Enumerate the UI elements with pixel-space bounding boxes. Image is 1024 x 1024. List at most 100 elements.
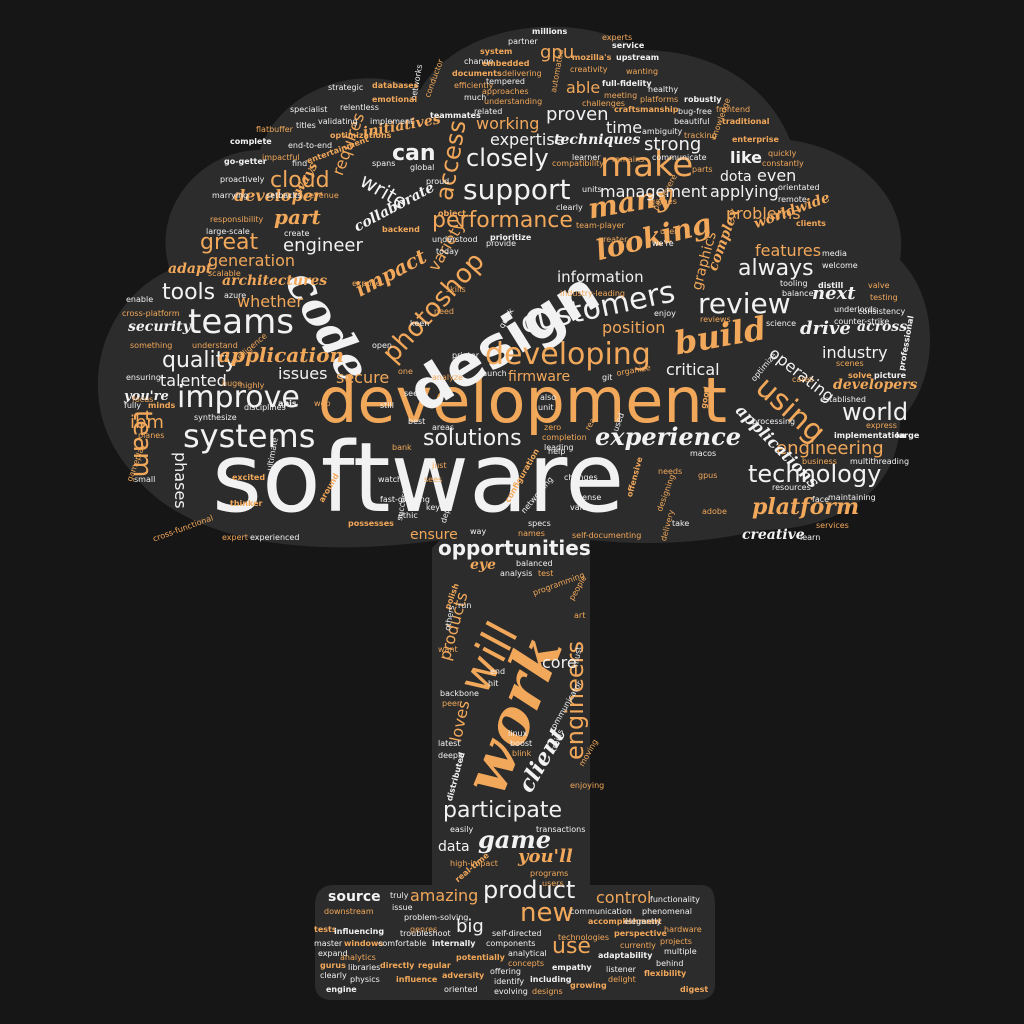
word-critical: critical (666, 360, 720, 379)
word-developers: developers (833, 377, 918, 393)
word-learner: learner (572, 153, 601, 162)
word-growing: growing (570, 981, 607, 990)
word-units: units (582, 185, 602, 194)
word-processing: processing (752, 417, 796, 426)
word-system: system (480, 47, 513, 56)
word-just: just (432, 461, 447, 470)
word-management: management (600, 182, 708, 201)
word-resources: resources (772, 483, 811, 492)
word-can: can (392, 141, 436, 166)
word-science: science (766, 319, 797, 328)
word-object: object (438, 209, 466, 218)
word-prioritize: prioritize (490, 233, 532, 242)
word-see: see (404, 389, 419, 398)
word-ensure: ensure (410, 527, 458, 543)
word-components: components (486, 939, 536, 948)
word-focus: focus (132, 395, 154, 404)
word-macos: macos (690, 449, 717, 458)
word-platform: platform (752, 494, 860, 520)
word-blink: blink (512, 749, 532, 758)
word-part: part (274, 205, 321, 229)
word-launch: launch (480, 369, 507, 378)
word-still: still (380, 401, 394, 410)
word-service: service (612, 41, 645, 50)
word-craftsmanship: craftsmanship (614, 105, 679, 114)
word-cross-platform: cross-platform (122, 309, 180, 318)
word-disciplines: disciplines (244, 403, 286, 412)
word-platforms: platforms (640, 95, 679, 104)
word-development: development (318, 364, 727, 437)
word-windows: windows (344, 939, 384, 948)
word-counter-strike: counter-strike (834, 317, 890, 326)
word-systems: systems (183, 417, 316, 455)
word-fast-growing: fast-growing (380, 495, 430, 504)
word-security: security (128, 319, 191, 335)
word-problems: problems (726, 204, 801, 223)
word-physics: physics (350, 975, 380, 984)
word-unit: unit (538, 403, 554, 412)
word-hardware: hardware (664, 925, 702, 934)
word-quickly: quickly (768, 149, 797, 158)
word-genres: genres (410, 925, 438, 934)
word-expert: expert (222, 533, 248, 542)
word-improve: improve (177, 380, 300, 415)
word-ensuring: ensuring (126, 373, 161, 382)
word-master: master (314, 939, 343, 948)
word-enterprise: enterprise (732, 135, 779, 144)
word-eye: eye (470, 557, 496, 573)
word-engineer: engineer (283, 235, 363, 256)
word-digest: digest (680, 985, 709, 994)
word-potentially: potentially (456, 953, 505, 962)
word-secure: secure (336, 368, 390, 387)
word-self-documenting: self-documenting (572, 531, 642, 540)
word-communicate: communicate (652, 153, 707, 162)
word-efficiently: efficiently (454, 81, 494, 90)
word-proud: proud (426, 177, 450, 186)
word-creative: creative (742, 527, 805, 543)
word-high-impact: high-impact (450, 859, 498, 868)
word-responsibility: responsibility (210, 215, 264, 224)
word-impactful: impactful (262, 153, 300, 162)
word-skills: skills (446, 285, 466, 294)
word-create: create (284, 229, 310, 238)
word-help: help (548, 447, 566, 456)
word-adaptability: adaptability (598, 951, 653, 960)
word-names: names (518, 529, 545, 538)
word-downstream: downstream (324, 907, 374, 916)
word-healthy: healthy (648, 85, 679, 94)
word-industry: industry (822, 343, 888, 362)
word-application: application (218, 343, 344, 367)
word-related: related (474, 107, 503, 116)
word-influencing: influencing (334, 927, 385, 936)
word-test: test (538, 569, 554, 578)
word-best: best (408, 417, 426, 426)
word-information: information (557, 268, 644, 286)
word-orientated: orientated (778, 183, 820, 192)
word-participate: participate (443, 798, 563, 823)
word-cloud: cloud (270, 168, 330, 193)
word-something: something (130, 341, 173, 350)
word-specialist: specialist (290, 105, 328, 114)
word-users: users (542, 879, 564, 888)
word-analytics: analytics (340, 953, 376, 962)
word-next: next (812, 283, 856, 304)
word-scalable: scalable (208, 269, 241, 278)
word-empathy: empathy (552, 963, 592, 972)
word-evolving: evolving (494, 987, 528, 996)
word-mozilla-s: mozilla's (572, 53, 612, 62)
word-working: working (476, 114, 540, 133)
word-you-ll: you'll (518, 846, 573, 867)
word-marrying: marrying (212, 191, 249, 200)
word-cares: cares (792, 375, 814, 384)
word-planes: planes (138, 431, 165, 440)
word-run: run (458, 601, 472, 610)
word-change: change (464, 57, 494, 66)
word-directly: directly (380, 961, 415, 970)
word-sees: sees (424, 475, 443, 484)
word-possesses: possesses (348, 519, 394, 528)
word-adapt: adapt (168, 261, 213, 277)
word-time: time (606, 118, 643, 137)
word-reviews: reviews (700, 315, 731, 324)
word-minds: minds (148, 401, 176, 410)
